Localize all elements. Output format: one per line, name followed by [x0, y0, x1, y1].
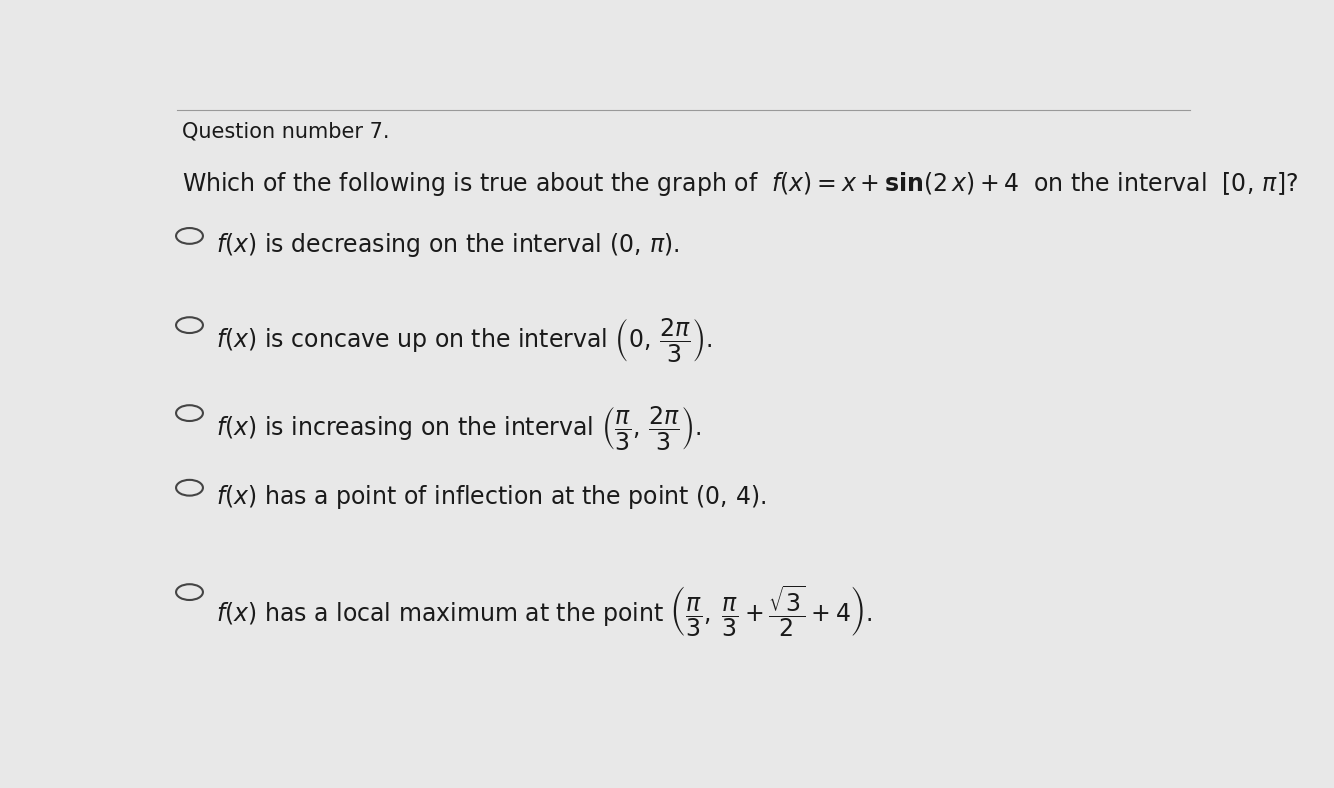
- Text: $f(x)$ is increasing on the interval $\left(\dfrac{\pi}{3},\,\dfrac{2\pi}{3}\rig: $f(x)$ is increasing on the interval $\l…: [216, 404, 702, 452]
- Text: Which of the following is true about the graph of  $f(x) = x + \mathbf{sin}(2\,x: Which of the following is true about the…: [183, 170, 1298, 199]
- Text: Question number 7.: Question number 7.: [183, 122, 390, 142]
- Text: $f(x)$ is concave up on the interval $\left(0,\,\dfrac{2\pi}{3}\right)$.: $f(x)$ is concave up on the interval $\l…: [216, 316, 712, 364]
- Text: $f(x)$ has a local maximum at the point $\left(\dfrac{\pi}{3},\;\dfrac{\pi}{3}+\: $f(x)$ has a local maximum at the point …: [216, 583, 872, 639]
- Text: $f(x)$ is decreasing on the interval $(0,\,\pi)$.: $f(x)$ is decreasing on the interval $(0…: [216, 231, 680, 259]
- Text: $f(x)$ has a point of inflection at the point $(0,\,4)$.: $f(x)$ has a point of inflection at the …: [216, 483, 767, 511]
